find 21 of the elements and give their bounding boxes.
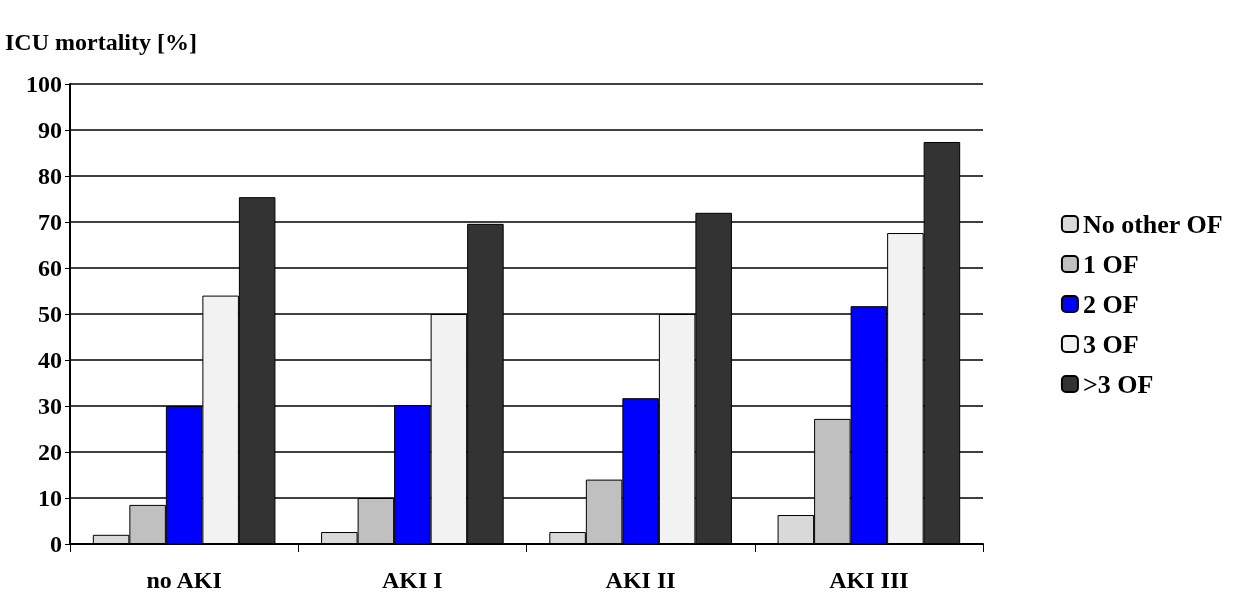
x-tick-label: no AKI: [146, 567, 222, 593]
y-tick-label: 60: [38, 255, 62, 281]
y-tick-label: 100: [26, 71, 62, 97]
legend-label: 1 OF: [1082, 249, 1139, 279]
y-tick-label: 70: [38, 209, 62, 235]
legend-label: 2 OF: [1082, 289, 1139, 319]
legend-label: >3 OF: [1082, 369, 1154, 399]
y-tick-label: 20: [38, 439, 62, 465]
y-tick-label: 0: [50, 531, 62, 557]
x-tick-label: AKI III: [829, 567, 909, 593]
y-tick-label: 40: [38, 347, 62, 373]
x-tick-label: AKI I: [382, 567, 443, 593]
x-tick-label: AKI II: [605, 567, 676, 593]
y-tick-label: 90: [38, 117, 62, 143]
y-tick-label: 10: [38, 485, 62, 511]
y-tick-label: 50: [38, 301, 62, 327]
y-tick-label: 30: [38, 393, 62, 419]
y-axis-title: ICU mortality [%]: [5, 29, 197, 55]
legend-label: No other OF: [1082, 209, 1223, 239]
y-tick-label: 80: [38, 163, 62, 189]
legend-label: 3 OF: [1082, 329, 1139, 359]
